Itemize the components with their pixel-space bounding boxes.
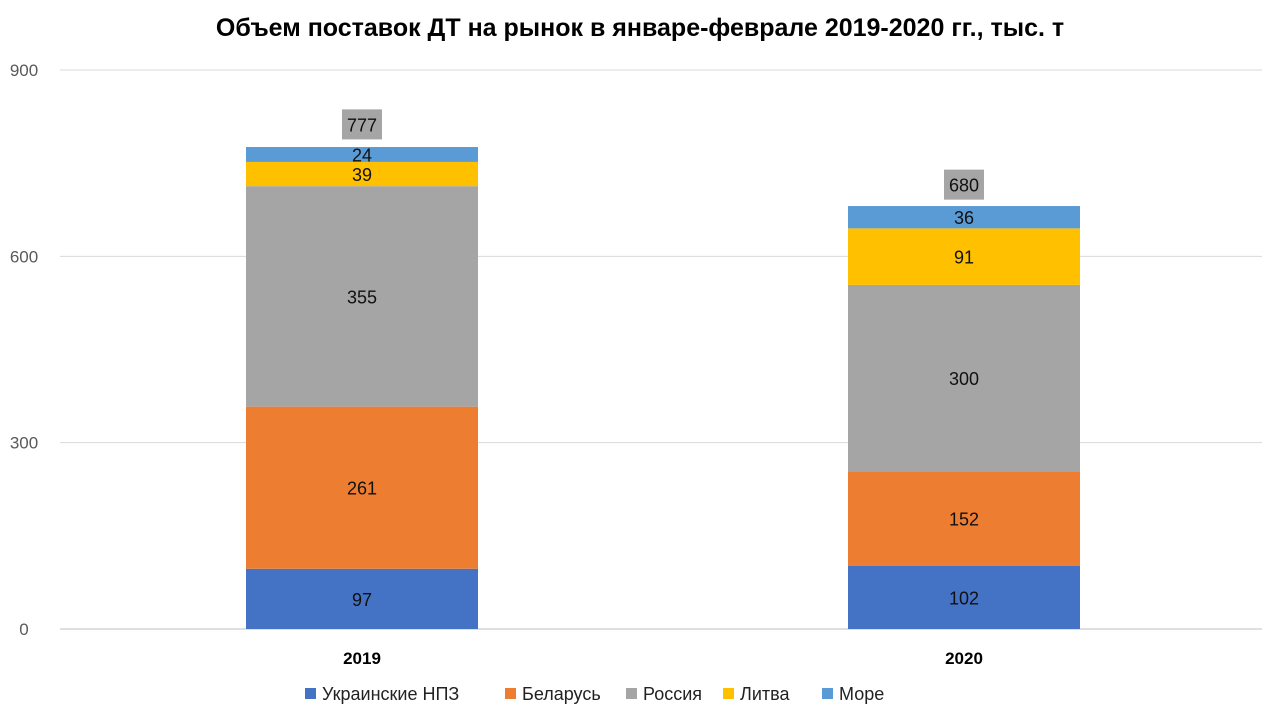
chart-title: Объем поставок ДТ на рынок в январе-февр…	[215, 14, 1065, 42]
data-label: 300	[949, 369, 979, 389]
data-label: 39	[352, 165, 372, 185]
y-tick-label: 900	[10, 61, 38, 80]
y-tick-label: 600	[10, 247, 38, 266]
data-label: 97	[352, 590, 372, 610]
bar-segment	[848, 206, 1080, 229]
total-label: 680	[949, 176, 979, 196]
bar-segment	[848, 284, 1080, 472]
data-label: 24	[352, 145, 372, 165]
data-label: 36	[954, 208, 974, 228]
y-tick-label: 0	[19, 620, 28, 639]
y-tick-label: 300	[10, 434, 38, 453]
data-label: 261	[347, 479, 377, 499]
bar-segment	[246, 568, 478, 629]
bar-segment	[848, 471, 1080, 566]
legend-swatch	[822, 688, 833, 699]
legend-label: Море	[839, 684, 884, 704]
legend-label: Литва	[740, 684, 790, 704]
total-label-box	[944, 169, 984, 200]
bar-segment	[246, 161, 478, 187]
bar-segment	[246, 186, 478, 407]
legend-swatch	[723, 688, 734, 699]
total-label: 777	[347, 115, 377, 135]
legend-label: Беларусь	[522, 684, 601, 704]
data-label: 102	[949, 588, 979, 608]
bar-segment	[848, 228, 1080, 285]
legend-label: Украинские НПЗ	[322, 684, 459, 704]
legend-swatch	[626, 688, 637, 699]
legend-swatch	[505, 688, 516, 699]
legend-swatch	[305, 688, 316, 699]
legend-label: Россия	[643, 684, 702, 704]
bar-segment	[246, 406, 478, 569]
bar-segment	[246, 147, 478, 162]
total-label-box	[342, 109, 382, 140]
x-category-label: 2020	[945, 649, 983, 668]
data-label: 152	[949, 509, 979, 529]
data-label: 355	[347, 287, 377, 307]
data-label: 91	[954, 248, 974, 268]
x-category-label: 2019	[343, 649, 381, 668]
bar-segment	[848, 565, 1080, 629]
